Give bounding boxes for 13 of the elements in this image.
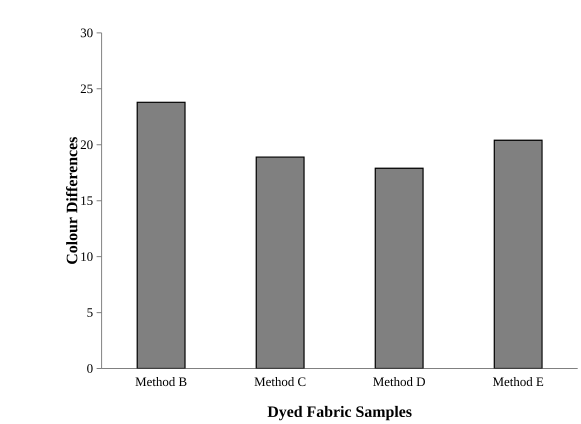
y-tick-label: 20 bbox=[80, 140, 93, 150]
x-tick-label: Method D bbox=[373, 377, 425, 386]
y-tick-label: 30 bbox=[80, 28, 93, 38]
y-tick-label: 10 bbox=[81, 252, 93, 262]
y-axis-title: Colour Differences bbox=[66, 137, 78, 264]
x-tick-label: Method C bbox=[254, 377, 306, 386]
x-axis-title: Dyed Fabric Samples bbox=[268, 406, 412, 420]
y-tick-label: 5 bbox=[87, 308, 93, 318]
y-tick-label: 0 bbox=[87, 364, 93, 374]
y-tick-label: 15 bbox=[81, 196, 93, 206]
x-tick-label: Method E bbox=[492, 377, 544, 386]
x-tick-label: Method B bbox=[136, 377, 186, 386]
y-tick-label: 25 bbox=[80, 84, 93, 94]
